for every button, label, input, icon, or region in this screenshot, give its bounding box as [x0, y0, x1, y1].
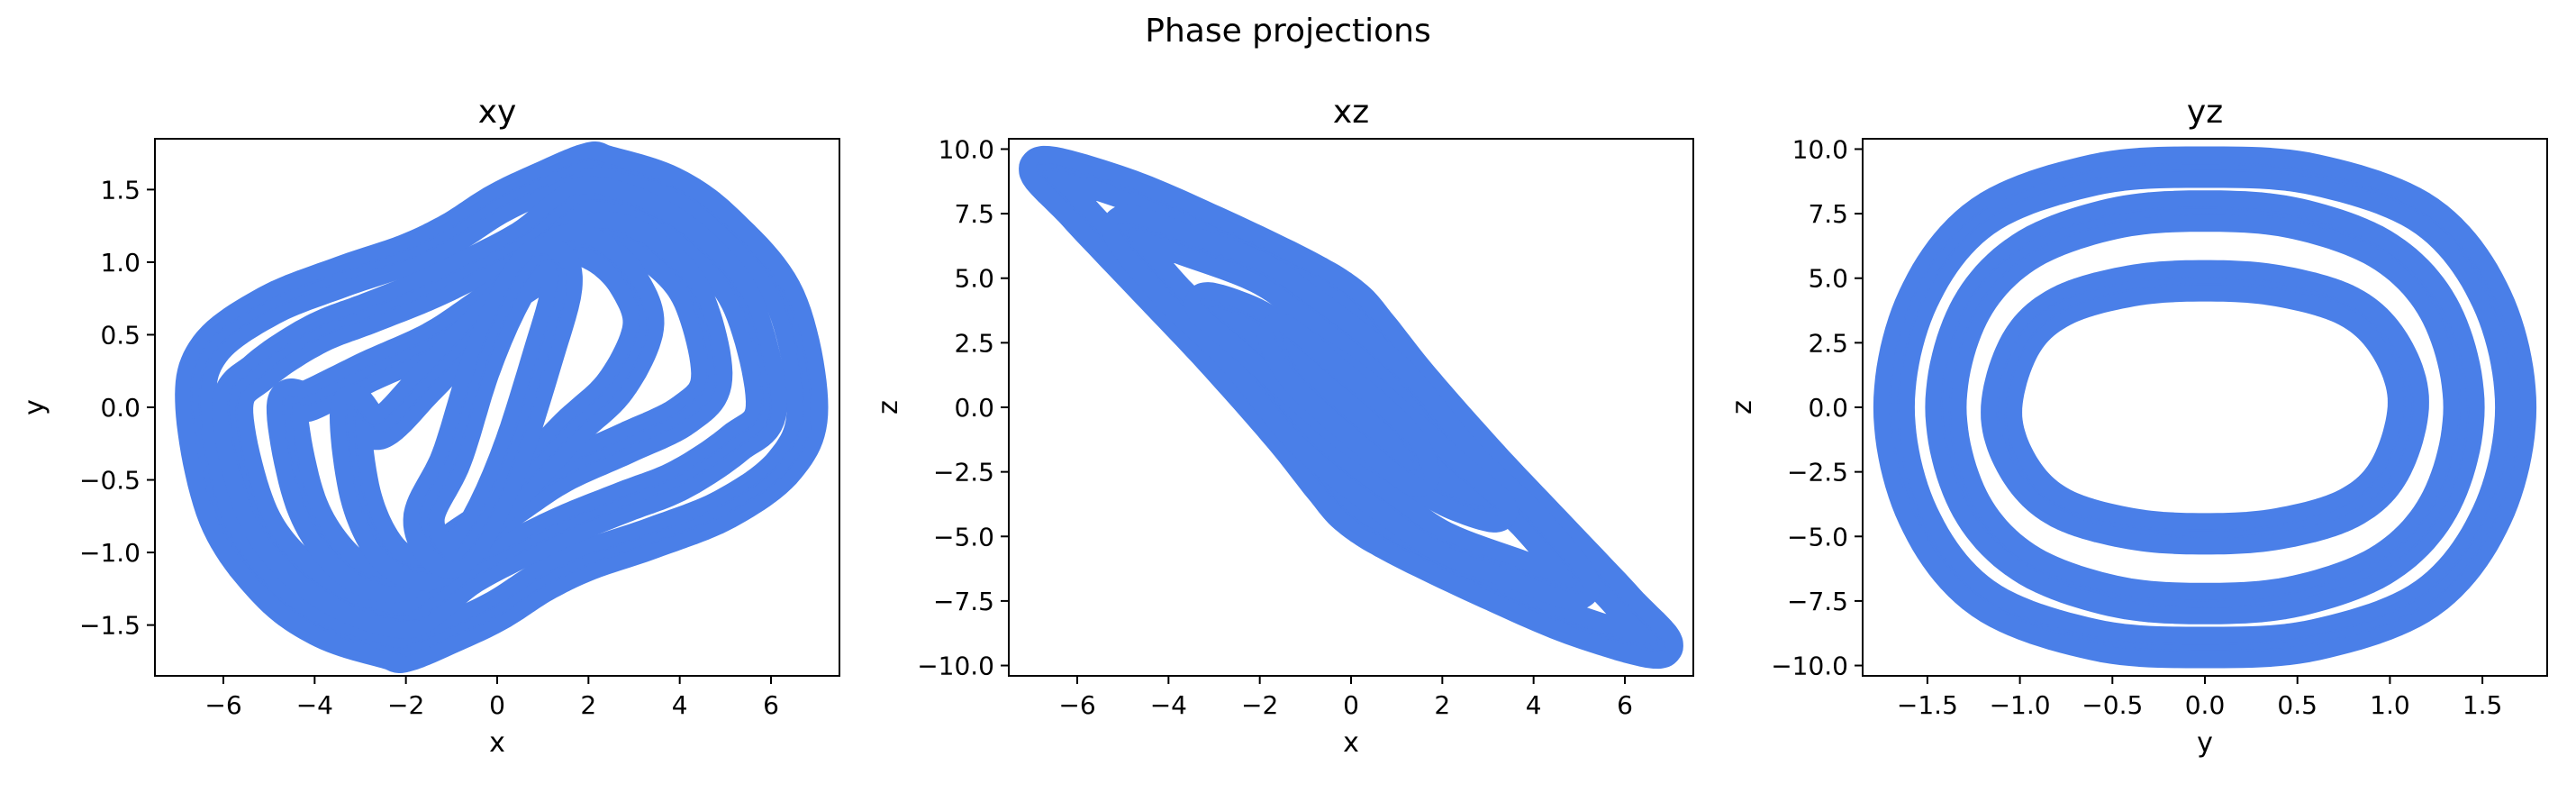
- x-tick-label: 0.0: [2185, 690, 2226, 720]
- trajectory-strand: [1948, 213, 2470, 608]
- y-tick-label: −1.0: [79, 538, 141, 568]
- y-tick-label: −7.5: [933, 587, 994, 616]
- y-tick-label: −2.5: [933, 458, 994, 488]
- x-tick-label: −2: [1241, 690, 1278, 720]
- trajectory-strand: [1897, 169, 2521, 652]
- x-tick-label: 1.0: [2370, 690, 2410, 720]
- x-tick-label: 4: [672, 690, 688, 720]
- trajectory-strand: [419, 253, 559, 555]
- panel-title: xy: [478, 94, 517, 131]
- x-axis-label: y: [2197, 727, 2213, 759]
- trajectory-strand: [198, 164, 812, 657]
- x-tick-label: −0.5: [2082, 690, 2143, 720]
- trajectory-strand: [1889, 162, 2513, 645]
- y-tick-label: 5.0: [954, 264, 994, 294]
- y-tick-label: 1.5: [100, 175, 141, 205]
- y-tick-label: 1.0: [100, 248, 141, 278]
- trajectory-strand: [227, 192, 764, 615]
- trajectory-band: [1981, 260, 2429, 555]
- x-tick-label: −4: [296, 690, 333, 720]
- y-tick-label: 0.0: [954, 393, 994, 423]
- trajectory-strand: [1281, 336, 1425, 481]
- y-tick-label: 10.0: [1792, 134, 1848, 164]
- y-tick-label: −7.5: [1787, 587, 1848, 616]
- x-tick-label: −6: [1058, 690, 1095, 720]
- panel-title: xz: [1333, 94, 1369, 131]
- trajectory-strand: [427, 260, 567, 562]
- trajectory-strand: [2004, 283, 2414, 538]
- x-tick-label: 0.5: [2277, 690, 2317, 720]
- y-tick-label: 2.5: [1808, 328, 1848, 358]
- x-tick-label: −6: [204, 690, 241, 720]
- trajectory-band: [1925, 190, 2485, 624]
- trajectory-strand: [1125, 227, 1585, 594]
- trajectory-xy: [175, 141, 829, 673]
- trajectory-band: [403, 236, 583, 579]
- y-tick-label: 0.0: [100, 393, 141, 423]
- y-tick-label: 0.0: [1808, 393, 1848, 423]
- x-tick-label: 0: [489, 690, 505, 720]
- y-tick-label: −5.0: [933, 522, 994, 551]
- trajectory-strand: [345, 240, 640, 568]
- y-axis-label: y: [19, 399, 50, 415]
- x-tick-label: 2: [1434, 690, 1450, 720]
- panel-yz: −1.5 −1.0 −0.5 0.0 0.5 1.0 1.5 −10.0 −7.5 −5.0 −2.…: [1727, 94, 2548, 759]
- trajectory-strand: [1940, 206, 2462, 602]
- y-tick-label: 2.5: [954, 328, 994, 358]
- x-tick-label: 2: [580, 690, 596, 720]
- y-tick-label: 7.5: [1808, 199, 1848, 229]
- y-axis-label: z: [1727, 400, 1758, 415]
- x-tick-label: −4: [1150, 690, 1187, 720]
- x-tick-label: 6: [1617, 690, 1633, 720]
- x-axis-label: x: [1343, 727, 1359, 759]
- y-tick-label: −10.0: [1771, 652, 1848, 681]
- trajectory-band: [330, 223, 665, 591]
- x-axis-label: x: [489, 727, 505, 759]
- y-tick-label: 10.0: [939, 134, 994, 164]
- y-tick-label: −10.0: [917, 652, 994, 681]
- trajectory-strand: [235, 199, 772, 623]
- figure-suptitle: Phase projections: [1145, 13, 1430, 50]
- y-tick-label: −2.5: [1787, 458, 1848, 488]
- y-tick-label: 5.0: [1808, 264, 1848, 294]
- y-axis-label: z: [873, 400, 904, 415]
- x-tick-label: 1.5: [2463, 690, 2503, 720]
- x-tick-label: −2: [387, 690, 424, 720]
- panels: −6 −4 −2 0 2 4 6−1.5−1.0−0.50.00.51.01.5xyxy−6…: [19, 94, 2548, 759]
- x-tick-label: −1.5: [1897, 690, 1958, 720]
- panel-xz: −6 −4 −2 0 2 4 6 −10.0 −7.5 −5.0 −2.5 0.0 2.5 5.0 7.5 1…: [873, 94, 1694, 759]
- trajectory-band: [175, 141, 829, 673]
- trajectory-yz: [1873, 146, 2537, 669]
- x-tick-label: 4: [1526, 690, 1542, 720]
- y-tick-label: −5.0: [1787, 522, 1848, 551]
- y-tick-label: −1.5: [79, 611, 141, 641]
- trajectory-strand: [1996, 277, 2406, 532]
- y-tick-label: 0.5: [100, 320, 141, 350]
- trajectory-band: [1873, 146, 2537, 669]
- trajectory-band: [212, 176, 787, 639]
- trajectory-strand: [190, 158, 804, 651]
- trajectory-xz: [1019, 145, 1683, 670]
- x-tick-label: 0: [1343, 690, 1359, 720]
- panel-title: yz: [2187, 94, 2223, 131]
- y-tick-label: −0.5: [79, 466, 141, 496]
- y-tick-label: 7.5: [954, 199, 994, 229]
- x-tick-label: 6: [763, 690, 779, 720]
- x-tick-label: −1.0: [1990, 690, 2051, 720]
